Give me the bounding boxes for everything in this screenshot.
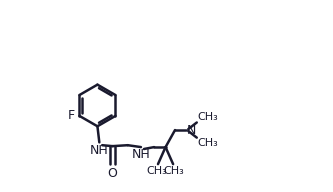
Text: NH: NH xyxy=(132,148,150,161)
Text: CH₃: CH₃ xyxy=(147,166,167,176)
Text: CH₃: CH₃ xyxy=(164,166,184,176)
Text: O: O xyxy=(108,167,118,180)
Text: CH₃: CH₃ xyxy=(197,112,218,122)
Text: F: F xyxy=(68,109,75,122)
Text: CH₃: CH₃ xyxy=(197,138,218,148)
Text: NH: NH xyxy=(90,144,109,157)
Text: N: N xyxy=(187,124,196,137)
